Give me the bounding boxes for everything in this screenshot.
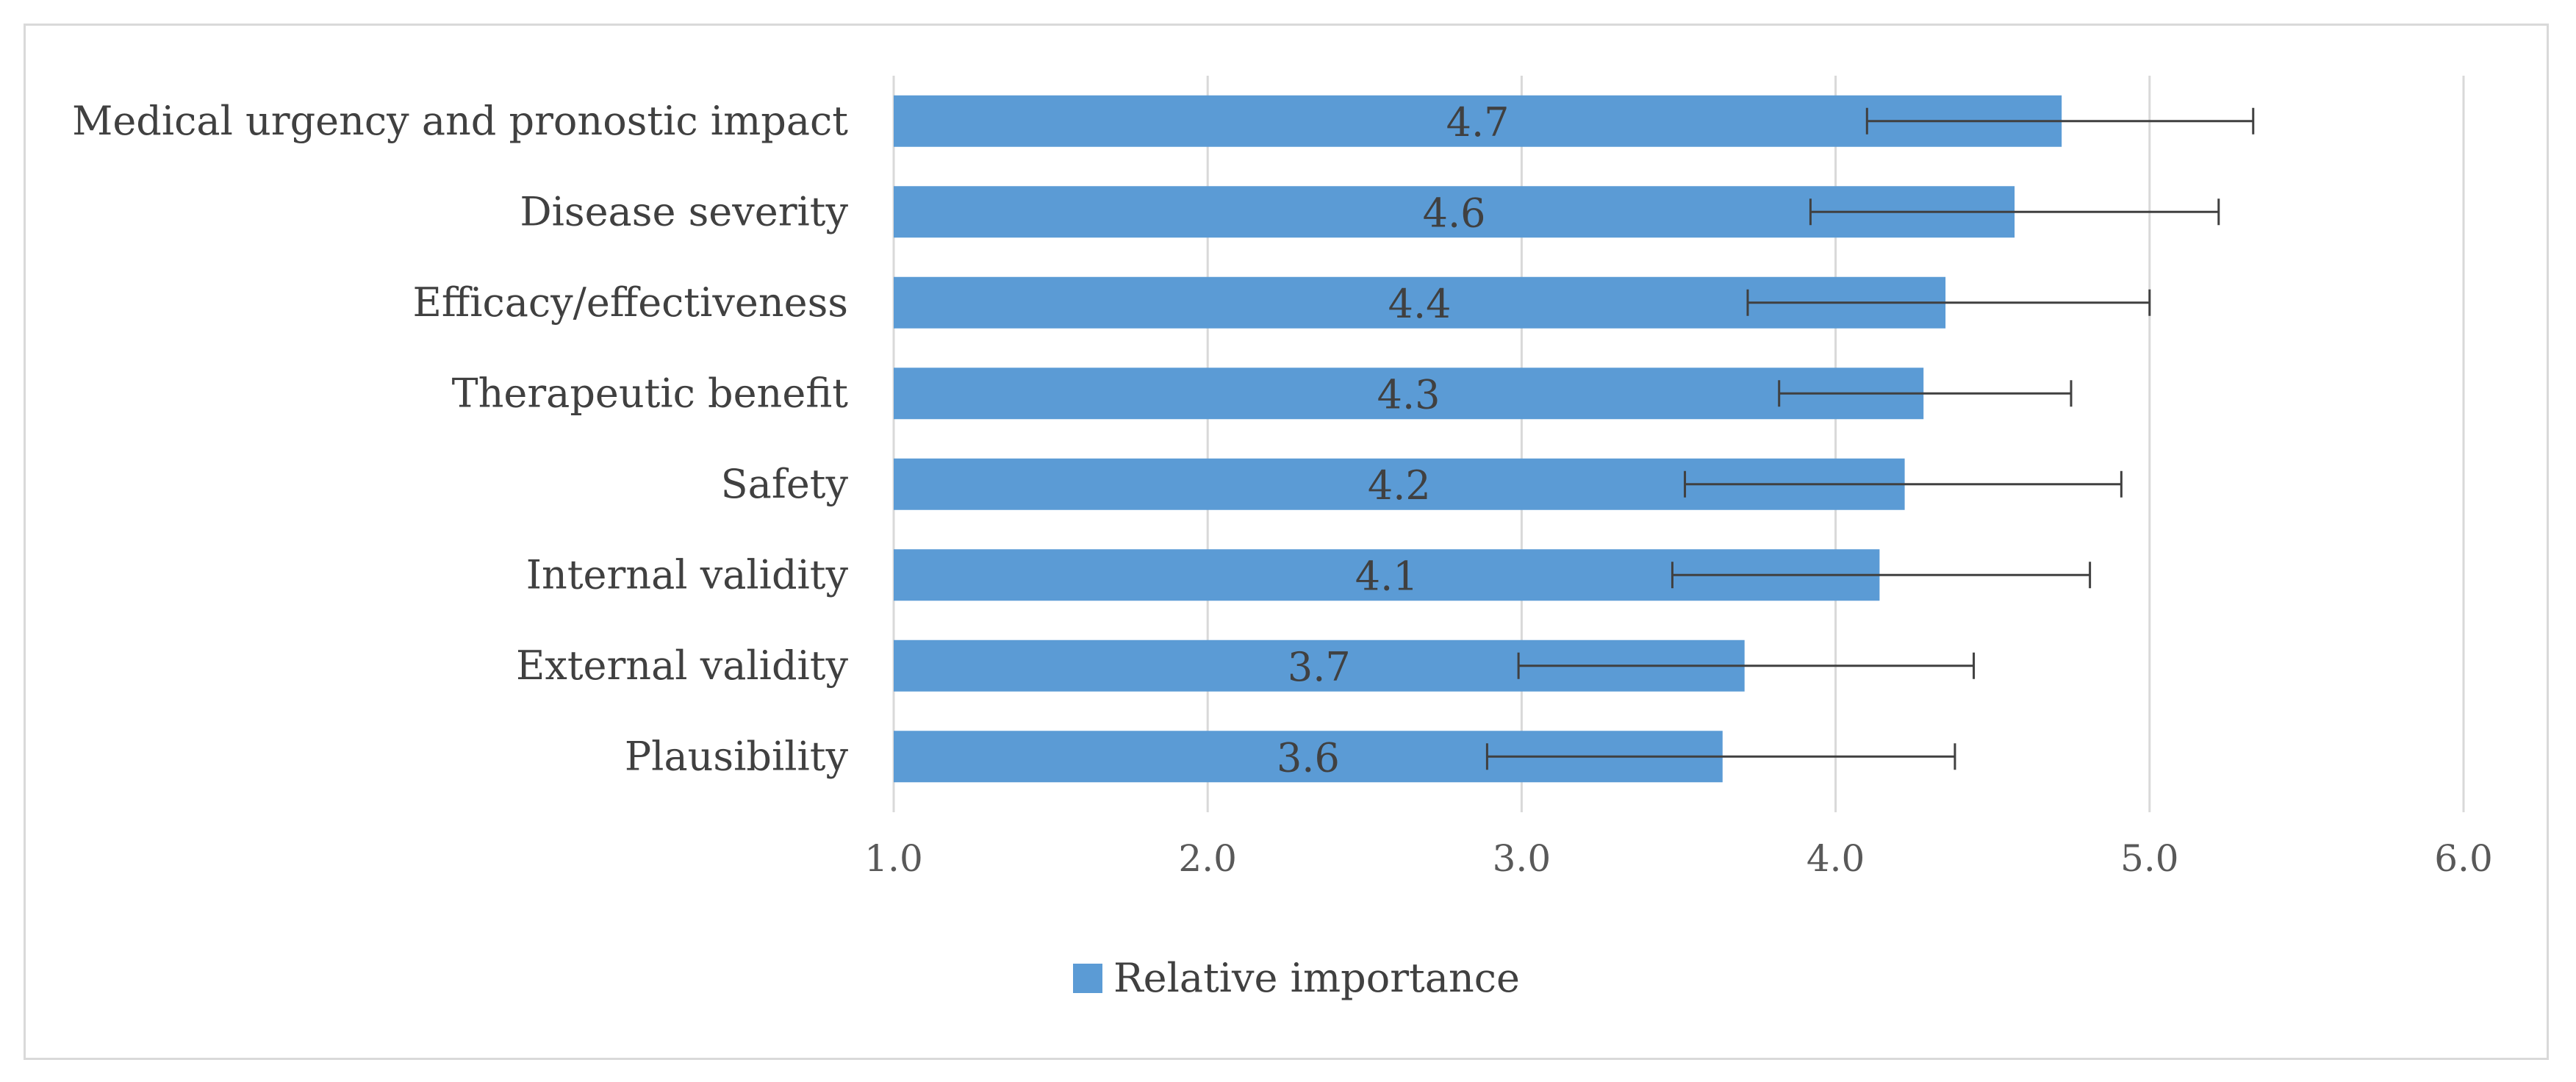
legend-swatch bbox=[1073, 964, 1102, 993]
data-label: 4.3 bbox=[1377, 371, 1441, 418]
category-label: External validity bbox=[516, 642, 849, 689]
category-label: Internal validity bbox=[526, 551, 849, 598]
data-label: 3.6 bbox=[1277, 734, 1340, 781]
x-tick-label: 1.0 bbox=[864, 837, 923, 880]
category-label: Therapeutic benefit bbox=[452, 370, 849, 416]
x-tick-label: 4.0 bbox=[1807, 837, 1865, 880]
x-tick-label: 2.0 bbox=[1178, 837, 1237, 880]
x-tick-label: 6.0 bbox=[2434, 837, 2493, 880]
category-label: Safety bbox=[721, 461, 849, 507]
legend-label: Relative importance bbox=[1113, 955, 1520, 1001]
x-tick-label: 3.0 bbox=[1493, 837, 1551, 880]
data-label: 4.4 bbox=[1388, 281, 1452, 327]
data-label: 3.7 bbox=[1288, 644, 1351, 690]
data-label: 4.1 bbox=[1355, 553, 1418, 599]
x-tick-label: 5.0 bbox=[2120, 837, 2179, 880]
data-label: 4.6 bbox=[1423, 190, 1486, 236]
category-label: Efficacy/effectiveness bbox=[412, 279, 848, 326]
category-label: Medical urgency and pronostic impact bbox=[72, 98, 848, 144]
data-label: 4.7 bbox=[1446, 99, 1510, 146]
bar bbox=[894, 368, 1924, 420]
data-label: 4.2 bbox=[1368, 462, 1431, 509]
category-label: Disease severity bbox=[520, 188, 848, 234]
category-label: Plausibility bbox=[625, 733, 849, 779]
